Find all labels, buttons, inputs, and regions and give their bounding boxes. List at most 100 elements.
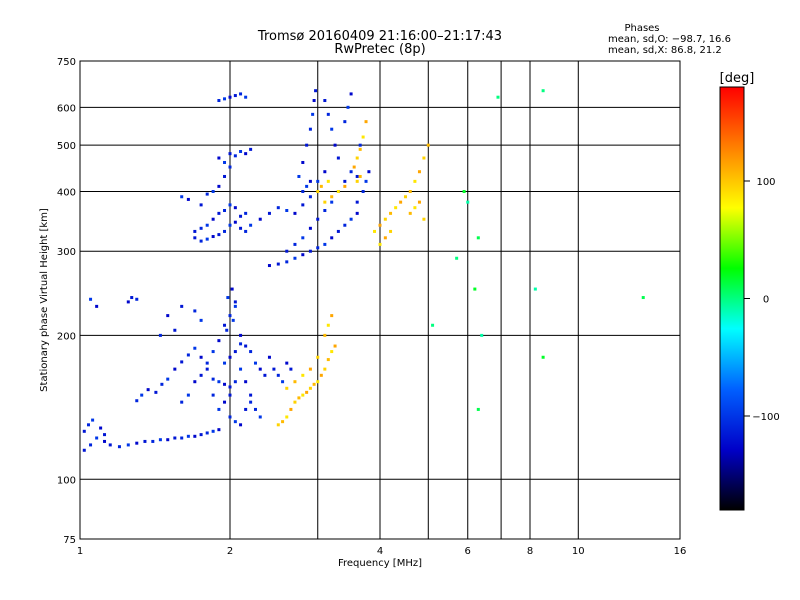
data-point bbox=[333, 344, 337, 348]
data-point bbox=[239, 92, 243, 96]
data-point bbox=[343, 179, 347, 183]
data-point bbox=[308, 367, 312, 371]
data-point bbox=[146, 388, 150, 392]
data-point bbox=[297, 396, 301, 400]
data-point bbox=[319, 373, 323, 377]
stats-heading: Phases bbox=[624, 23, 659, 34]
data-point bbox=[413, 179, 417, 183]
data-point bbox=[239, 214, 243, 218]
data-point bbox=[323, 170, 327, 174]
data-point bbox=[349, 170, 353, 174]
data-point bbox=[336, 229, 340, 233]
data-point bbox=[336, 156, 340, 160]
data-point bbox=[301, 160, 305, 164]
data-point bbox=[211, 217, 215, 221]
data-point bbox=[193, 346, 197, 350]
data-point bbox=[244, 95, 248, 99]
data-point bbox=[135, 441, 139, 445]
data-point bbox=[230, 287, 234, 291]
data-point bbox=[326, 112, 330, 116]
data-point bbox=[228, 393, 232, 397]
data-point bbox=[330, 236, 334, 240]
data-point bbox=[228, 415, 232, 419]
x-tick-labels: 1 2 4 6 8 10 16 bbox=[77, 546, 687, 557]
y-tick-label: 500 bbox=[57, 141, 76, 152]
data-point bbox=[281, 380, 285, 384]
data-point bbox=[276, 262, 280, 266]
data-point bbox=[228, 152, 232, 156]
data-point bbox=[326, 323, 330, 327]
data-point bbox=[89, 297, 93, 301]
data-point bbox=[367, 170, 371, 174]
data-point bbox=[160, 382, 164, 386]
data-point bbox=[143, 439, 147, 443]
data-point bbox=[455, 256, 459, 260]
data-point bbox=[285, 386, 289, 390]
y-tick-label: 200 bbox=[57, 331, 76, 342]
data-point bbox=[389, 211, 393, 215]
data-point bbox=[95, 436, 99, 440]
data-point bbox=[199, 355, 203, 359]
data-point bbox=[312, 99, 316, 103]
data-point bbox=[173, 436, 177, 440]
data-point bbox=[249, 400, 253, 404]
data-point bbox=[217, 156, 221, 160]
y-tick-label: 750 bbox=[57, 57, 76, 68]
data-point bbox=[326, 358, 330, 362]
data-point bbox=[244, 229, 248, 233]
data-point bbox=[394, 206, 398, 210]
data-point bbox=[89, 443, 93, 447]
data-point bbox=[158, 438, 162, 442]
data-point bbox=[330, 314, 334, 318]
data-point bbox=[330, 127, 334, 131]
data-point bbox=[103, 433, 107, 437]
data-point bbox=[541, 89, 545, 93]
data-point bbox=[239, 149, 243, 153]
data-point bbox=[293, 380, 297, 384]
data-point bbox=[205, 431, 209, 435]
data-point bbox=[233, 350, 237, 354]
data-point bbox=[211, 377, 215, 381]
data-point bbox=[228, 203, 232, 207]
data-point bbox=[205, 367, 209, 371]
y-tick-label: 400 bbox=[57, 187, 76, 198]
data-point bbox=[82, 429, 86, 433]
data-point bbox=[140, 393, 144, 397]
data-point bbox=[301, 373, 305, 377]
data-point bbox=[154, 390, 158, 394]
data-point bbox=[223, 361, 227, 365]
data-point bbox=[281, 420, 285, 424]
data-point bbox=[319, 184, 323, 188]
data-point bbox=[316, 189, 320, 193]
data-point bbox=[480, 333, 484, 337]
data-point bbox=[476, 407, 480, 411]
y-tick-label: 100 bbox=[57, 475, 76, 486]
data-point bbox=[305, 184, 309, 188]
data-point bbox=[239, 367, 243, 371]
data-point bbox=[293, 400, 297, 404]
data-point bbox=[186, 353, 190, 357]
data-point bbox=[308, 226, 312, 230]
data-point bbox=[358, 143, 362, 147]
stats-line-o: mean, sd,O: −98.7, 16.6 bbox=[608, 34, 731, 45]
data-point bbox=[355, 156, 359, 160]
data-point bbox=[408, 189, 412, 193]
colorbar: [deg] 100 0 −100 bbox=[719, 71, 780, 511]
data-point bbox=[217, 339, 221, 343]
data-point bbox=[258, 217, 262, 221]
data-point bbox=[180, 360, 184, 364]
data-point bbox=[533, 287, 537, 291]
data-point bbox=[408, 211, 412, 215]
data-point bbox=[323, 209, 327, 213]
data-point bbox=[316, 355, 320, 359]
data-point bbox=[126, 443, 130, 447]
data-point bbox=[349, 92, 353, 96]
data-point bbox=[355, 179, 359, 183]
data-point bbox=[316, 179, 320, 183]
data-point bbox=[217, 211, 221, 215]
data-point bbox=[233, 380, 237, 384]
y-tick-label: 600 bbox=[57, 103, 76, 114]
data-point bbox=[308, 386, 312, 390]
data-point bbox=[239, 342, 243, 346]
data-points bbox=[82, 89, 645, 452]
